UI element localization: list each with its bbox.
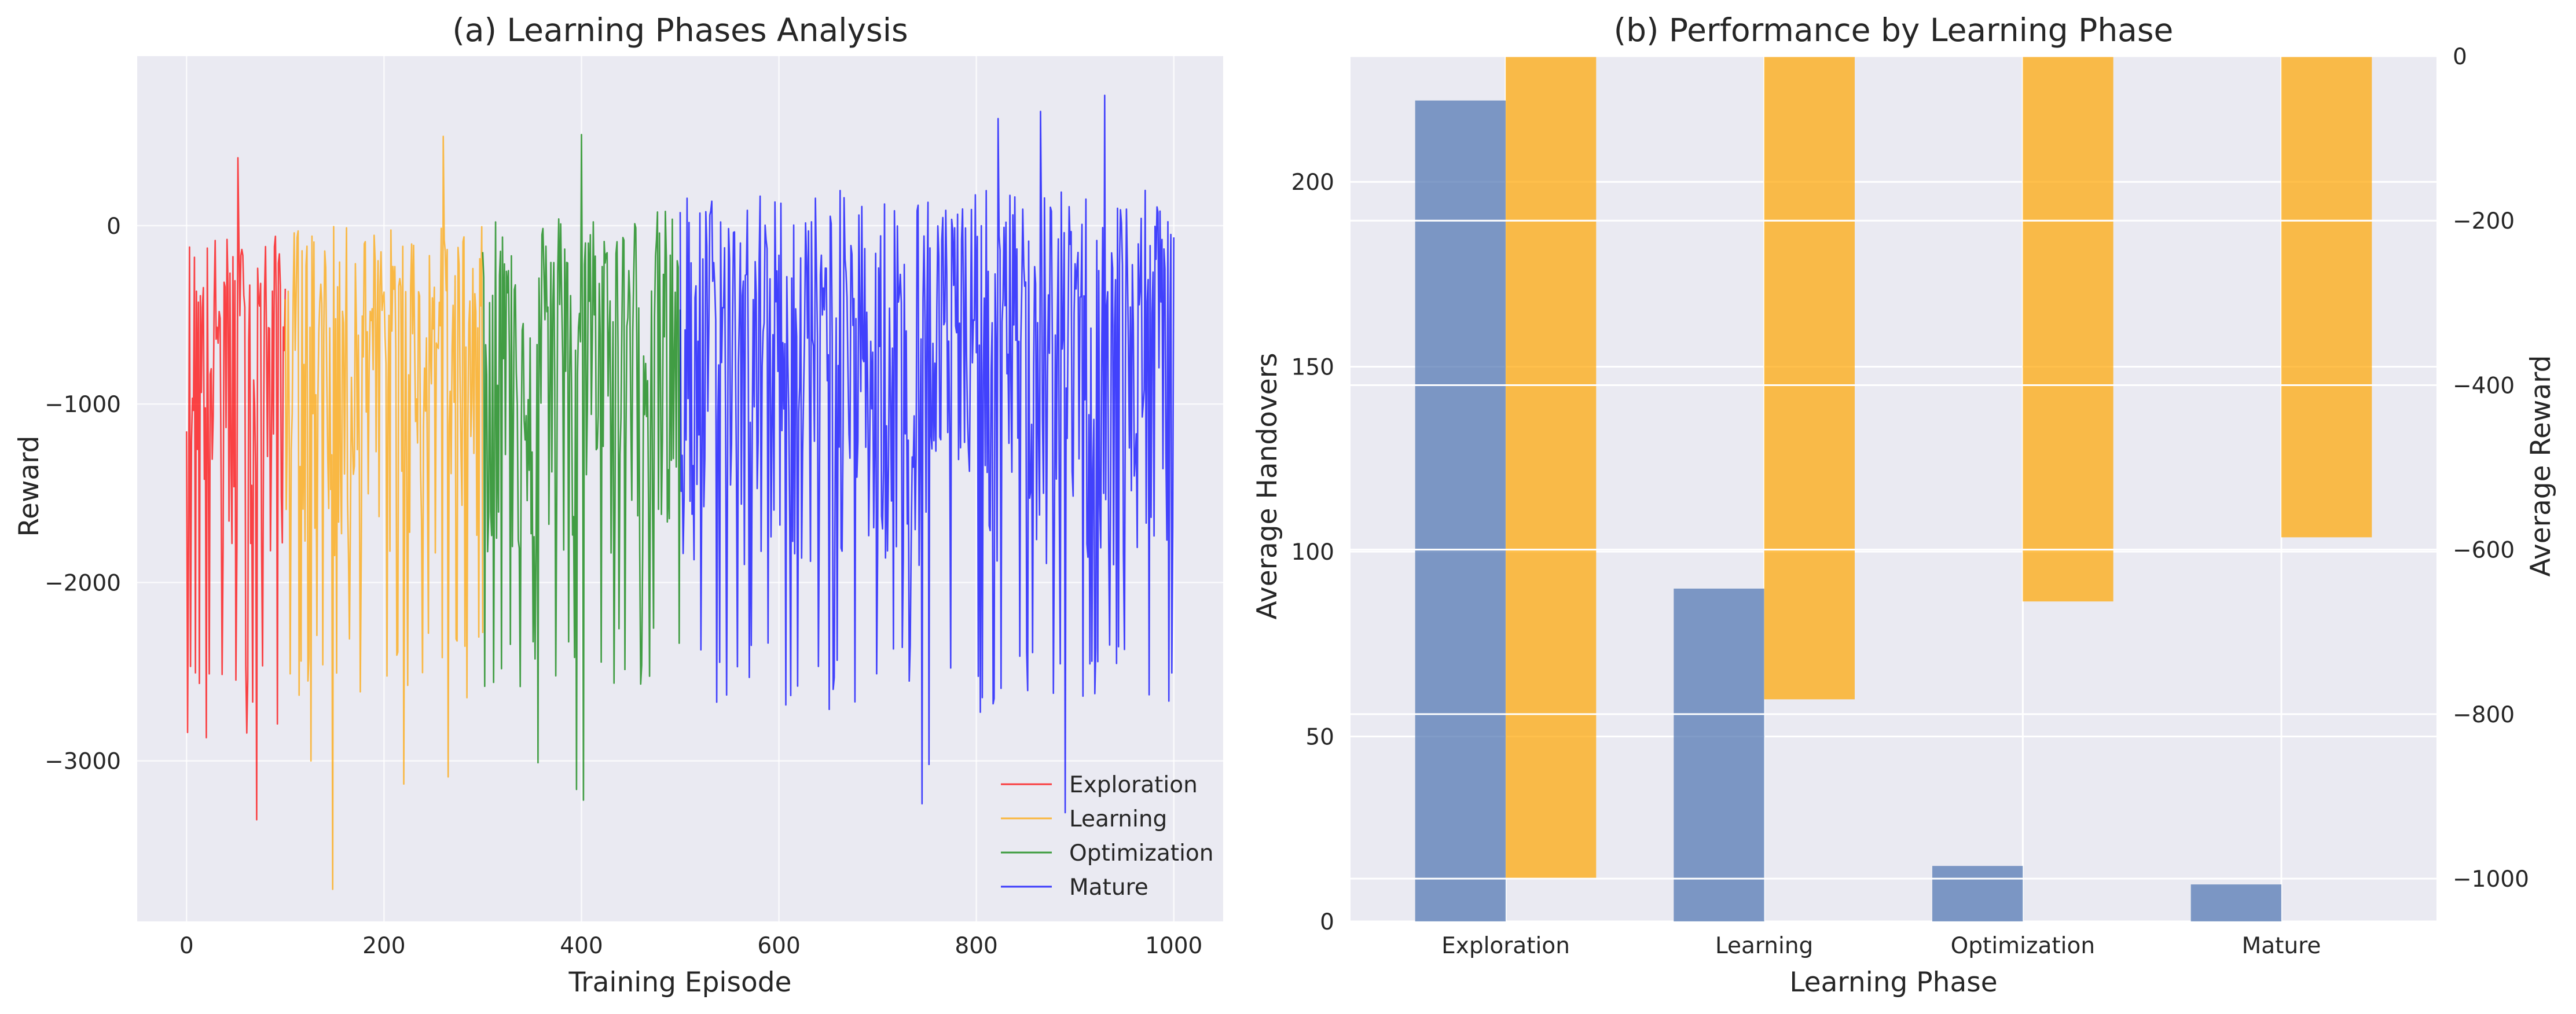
y-tick-left-4: 200 [1291, 170, 1334, 196]
y-tick-right-3: −400 [2453, 373, 2515, 399]
x-tick-1: 200 [362, 933, 405, 959]
x-tick-optimization: Optimization [1951, 933, 2095, 959]
chart-a-series [185, 94, 1175, 890]
y-tick-right-2: −600 [2453, 538, 2515, 564]
bar-reward-optimization [2023, 56, 2113, 602]
series-optimization [482, 134, 681, 801]
y-tick-left-0: 0 [1320, 909, 1334, 935]
chart-b-xlabel: Learning Phase [1789, 967, 1997, 998]
legend-label-exploration: Exploration [1069, 772, 1198, 798]
bar-handovers-mature [2190, 884, 2281, 921]
chart-b-title: (b) Performance by Learning Phase [1614, 12, 2174, 49]
x-tick-exploration: Exploration [1441, 933, 1570, 959]
y-tick-right-1: −800 [2453, 702, 2515, 728]
y-tick-0: −3000 [45, 749, 121, 775]
bar-handovers-learning [1674, 589, 1764, 921]
chart-a-legend: Exploration Learning Optimization Mature [1001, 772, 1213, 901]
chart-a: 0 200 400 600 800 1000 −3000 −2000 −1000 0 (a) L… [13, 12, 1223, 998]
chart-b: Exploration Learning Optimization Mature 0 5… [1252, 12, 2557, 998]
y-tick-right-0: −1000 [2453, 866, 2529, 892]
series-exploration [185, 157, 287, 821]
x-tick-3: 600 [757, 933, 800, 959]
series-learning [284, 135, 484, 890]
y-tick-3: 0 [107, 214, 121, 240]
y-tick-left-2: 100 [1291, 539, 1334, 565]
chart-a-ylabel: Reward [13, 435, 45, 537]
bar-reward-exploration [1506, 56, 1597, 879]
bar-reward-learning [1764, 56, 1855, 700]
legend-label-learning: Learning [1069, 806, 1167, 832]
chart-a-x-ticks: 0 200 400 600 800 1000 [179, 933, 1203, 959]
x-tick-mature: Mature [2242, 933, 2321, 959]
x-tick-2: 400 [560, 933, 603, 959]
y-tick-1: −2000 [45, 570, 121, 596]
series-mature [679, 94, 1175, 814]
y-tick-2: −1000 [45, 392, 121, 418]
chart-b-ylabel-right: Average Reward [2525, 355, 2557, 577]
chart-a-title: (a) Learning Phases Analysis [452, 12, 908, 49]
bar-handovers-exploration [1415, 100, 1506, 922]
legend-label-optimization: Optimization [1069, 840, 1213, 866]
legend-label-mature: Mature [1069, 875, 1148, 901]
bar-reward-mature [2281, 56, 2372, 538]
y-tick-left-1: 50 [1305, 725, 1334, 751]
chart-b-bars [1415, 56, 2372, 922]
chart-a-xlabel: Training Episode [568, 967, 792, 998]
y-tick-right-5: 0 [2453, 44, 2467, 70]
chart-b-grid-right [1351, 55, 2436, 880]
x-tick-learning: Learning [1715, 933, 1813, 959]
chart-b-y-ticks-right: −1000 −800 −600 −400 −200 0 [2453, 44, 2529, 892]
chart-b-ylabel-left: Average Handovers [1252, 352, 1283, 619]
y-tick-right-4: −200 [2453, 208, 2515, 234]
x-tick-0: 0 [179, 933, 194, 959]
x-tick-5: 1000 [1145, 933, 1202, 959]
chart-b-x-ticks: Exploration Learning Optimization Mature [1441, 933, 2321, 959]
x-tick-4: 800 [955, 933, 997, 959]
chart-a-y-ticks: −3000 −2000 −1000 0 [45, 214, 121, 775]
chart-b-y-ticks-left: 0 50 100 150 200 [1291, 170, 1334, 935]
y-tick-left-3: 150 [1291, 355, 1334, 381]
bar-handovers-optimization [1932, 866, 2023, 921]
